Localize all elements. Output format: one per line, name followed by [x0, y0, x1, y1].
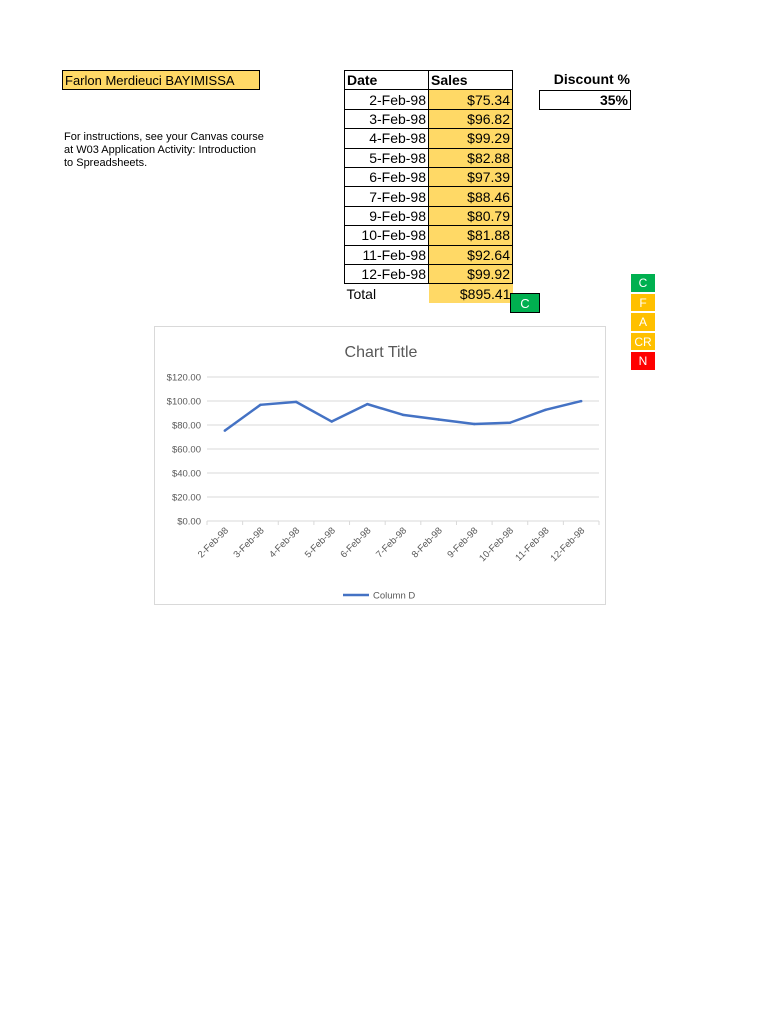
chart-svg: Chart Title $0.00 $20.00 $40.00 $60.00 $80.00…	[167, 344, 600, 602]
total-value-cell[interactable]: $895.41	[428, 283, 513, 304]
data-point	[579, 399, 583, 403]
student-name-cell[interactable]: Farlon Merdieuci BAYIMISSA	[62, 70, 260, 90]
x-tick-label: 9-Feb-98	[445, 525, 480, 560]
date-cell[interactable]: 12-Feb-98	[344, 263, 429, 285]
date-cell[interactable]: 11-Feb-98	[344, 244, 429, 265]
date-cell[interactable]: 10-Feb-98	[344, 225, 429, 246]
date-cell[interactable]: 5-Feb-98	[344, 147, 429, 168]
sales-table: Date Sales 2-Feb-98 $75.34 3-Feb-98 $96.82 4…	[344, 69, 513, 304]
sales-cell[interactable]: $99.92	[428, 263, 513, 285]
date-cell[interactable]: 2-Feb-98	[344, 89, 429, 110]
data-point	[544, 408, 547, 412]
date-cell[interactable]: 9-Feb-98	[344, 205, 429, 227]
discount-label: Discount %	[553, 71, 630, 87]
grade-legend-item[interactable]: N	[630, 351, 656, 371]
data-point	[223, 429, 227, 432]
data-point	[401, 413, 405, 417]
table-row: 4-Feb-98 $99.29	[344, 128, 513, 149]
sales-cell[interactable]: $99.29	[428, 128, 513, 149]
data-point	[259, 403, 262, 407]
table-row: 6-Feb-98 $97.39	[344, 166, 513, 188]
sales-cell[interactable]: $81.88	[428, 225, 513, 246]
grade-legend-item[interactable]: C	[630, 273, 656, 293]
x-tick-label: 10-Feb-98	[477, 525, 516, 564]
data-point	[437, 418, 440, 421]
table-row: 9-Feb-98 $80.79	[344, 205, 513, 227]
table-row: 10-Feb-98 $81.88	[344, 225, 513, 246]
table-row: 12-Feb-98 $99.92	[344, 263, 513, 285]
y-tick-label: $0.00	[177, 517, 201, 528]
y-tick-label: $40.00	[172, 469, 201, 480]
date-cell[interactable]: 4-Feb-98	[344, 128, 429, 149]
x-tick-label: 2-Feb-98	[196, 525, 231, 560]
grade-legend-item[interactable]: CR	[630, 331, 656, 352]
x-tick-label: 3-Feb-98	[232, 525, 267, 560]
data-point	[294, 400, 298, 404]
total-grade-cell[interactable]: C	[510, 293, 540, 313]
sales-cell[interactable]: $92.64	[428, 244, 513, 265]
data-point	[508, 421, 512, 424]
total-row: Total $895.41	[345, 283, 513, 304]
data-point	[473, 422, 476, 426]
sales-cell[interactable]: $82.88	[428, 147, 513, 168]
x-tick-label: 7-Feb-98	[374, 525, 409, 560]
date-header[interactable]: Date	[344, 69, 429, 91]
table-row: 7-Feb-98 $88.46	[344, 186, 513, 207]
x-tick-label: 11-Feb-98	[513, 525, 551, 563]
x-tick-label: 5-Feb-98	[303, 525, 338, 560]
y-tick-label: $60.00	[172, 445, 201, 456]
data-point	[366, 402, 369, 406]
x-tick-label: 8-Feb-98	[410, 525, 445, 560]
date-cell[interactable]: 6-Feb-98	[344, 166, 429, 188]
sales-cell[interactable]: $80.79	[428, 205, 513, 227]
total-label[interactable]: Total	[346, 285, 377, 302]
x-tick-label: 4-Feb-98	[267, 525, 302, 560]
date-cell[interactable]: 7-Feb-98	[344, 186, 429, 207]
y-tick-label: $20.00	[172, 493, 201, 504]
sales-cell[interactable]: $97.39	[428, 166, 513, 188]
legend-label: Column D	[373, 591, 415, 602]
grade-legend-item[interactable]: F	[630, 292, 656, 313]
discount-value-cell[interactable]: 35%	[539, 90, 631, 110]
date-cell[interactable]: 3-Feb-98	[344, 108, 429, 130]
instructions-text: For instructions, see your Canvas course…	[64, 131, 264, 169]
y-tick-label: $80.00	[172, 421, 201, 432]
sales-header[interactable]: Sales	[428, 69, 513, 91]
sales-cell[interactable]: $75.34	[428, 89, 513, 110]
chart-title: Chart Title	[345, 344, 418, 361]
grade-legend-item[interactable]: A	[630, 312, 656, 332]
table-row: 3-Feb-98 $96.82	[344, 108, 513, 130]
y-tick-label: $100.00	[167, 397, 201, 408]
grade-legend: C F A CR N	[630, 273, 656, 371]
x-tick-label: 6-Feb-98	[338, 525, 373, 560]
table-row: 2-Feb-98 $75.34	[344, 89, 513, 110]
data-point	[330, 420, 333, 423]
x-tick-label: 12-Feb-98	[549, 525, 588, 564]
sales-line-chart[interactable]: Chart Title $0.00 $20.00 $40.00 $60.00 $80.00…	[154, 326, 606, 605]
sales-cell[interactable]: $88.46	[428, 186, 513, 207]
sales-cell[interactable]: $96.82	[428, 108, 513, 130]
y-tick-label: $120.00	[167, 373, 201, 384]
table-row: 5-Feb-98 $82.88	[344, 147, 513, 168]
table-row: 11-Feb-98 $92.64	[344, 244, 513, 265]
